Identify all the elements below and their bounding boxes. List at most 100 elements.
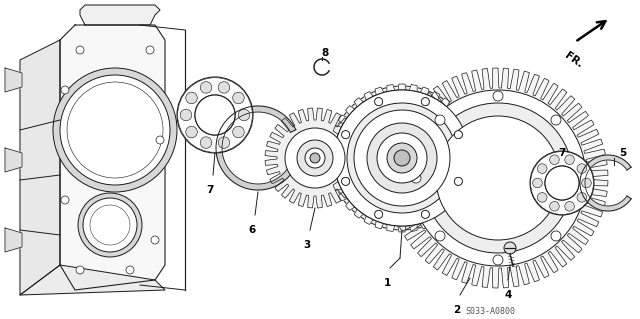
- Circle shape: [156, 136, 164, 144]
- Circle shape: [367, 123, 437, 193]
- Circle shape: [582, 178, 591, 188]
- Circle shape: [342, 131, 349, 139]
- Circle shape: [60, 75, 170, 185]
- Circle shape: [493, 255, 503, 265]
- Text: 5: 5: [620, 148, 627, 158]
- Circle shape: [305, 148, 325, 168]
- Polygon shape: [5, 68, 22, 92]
- Polygon shape: [388, 68, 608, 288]
- Text: 2: 2: [453, 305, 461, 315]
- Polygon shape: [80, 5, 160, 25]
- Circle shape: [285, 128, 345, 188]
- Circle shape: [76, 46, 84, 54]
- Circle shape: [238, 109, 250, 121]
- Circle shape: [146, 46, 154, 54]
- Circle shape: [577, 193, 587, 202]
- Circle shape: [410, 90, 586, 266]
- Text: 6: 6: [248, 225, 255, 235]
- Circle shape: [126, 266, 134, 274]
- Polygon shape: [60, 25, 165, 290]
- Circle shape: [421, 98, 429, 106]
- Circle shape: [218, 137, 230, 148]
- Text: S033-A0800: S033-A0800: [465, 307, 515, 316]
- Circle shape: [354, 110, 450, 206]
- Circle shape: [421, 210, 429, 219]
- Circle shape: [538, 164, 547, 174]
- Circle shape: [550, 202, 559, 211]
- Circle shape: [421, 210, 429, 219]
- Circle shape: [195, 95, 235, 135]
- Circle shape: [550, 155, 559, 165]
- Circle shape: [342, 177, 349, 185]
- Circle shape: [186, 126, 197, 138]
- Polygon shape: [265, 108, 365, 208]
- Circle shape: [233, 126, 244, 138]
- Circle shape: [454, 177, 462, 185]
- Circle shape: [374, 210, 383, 219]
- Circle shape: [342, 131, 349, 139]
- Circle shape: [377, 133, 427, 183]
- Text: 4: 4: [504, 290, 512, 300]
- Circle shape: [532, 178, 542, 188]
- Circle shape: [435, 115, 445, 125]
- Circle shape: [83, 198, 137, 252]
- Circle shape: [53, 68, 177, 192]
- Circle shape: [564, 155, 574, 165]
- Circle shape: [200, 137, 212, 148]
- Polygon shape: [580, 155, 631, 211]
- Circle shape: [374, 98, 383, 106]
- Text: 7: 7: [206, 185, 214, 195]
- Circle shape: [387, 143, 417, 173]
- Polygon shape: [5, 148, 22, 172]
- Text: 7: 7: [558, 148, 566, 158]
- Circle shape: [551, 115, 561, 125]
- Polygon shape: [328, 84, 476, 232]
- Circle shape: [76, 266, 84, 274]
- Circle shape: [454, 177, 462, 185]
- Circle shape: [177, 77, 253, 153]
- Circle shape: [436, 116, 560, 240]
- Circle shape: [538, 193, 547, 202]
- Circle shape: [530, 151, 594, 215]
- Circle shape: [564, 202, 574, 211]
- Circle shape: [233, 92, 244, 104]
- Circle shape: [421, 98, 429, 106]
- Text: 1: 1: [383, 278, 390, 288]
- Circle shape: [78, 193, 142, 257]
- Circle shape: [374, 98, 383, 106]
- Circle shape: [347, 103, 457, 213]
- Circle shape: [334, 90, 470, 226]
- Circle shape: [367, 123, 437, 193]
- Polygon shape: [20, 40, 60, 295]
- Circle shape: [151, 236, 159, 244]
- Circle shape: [394, 150, 410, 166]
- Circle shape: [575, 173, 585, 183]
- Circle shape: [180, 109, 192, 121]
- Polygon shape: [5, 228, 22, 252]
- Circle shape: [334, 90, 470, 226]
- Circle shape: [61, 196, 69, 204]
- Polygon shape: [20, 265, 165, 295]
- Circle shape: [411, 173, 421, 183]
- Circle shape: [200, 82, 212, 93]
- Circle shape: [330, 86, 474, 230]
- Text: FR.: FR.: [563, 50, 584, 69]
- Circle shape: [435, 231, 445, 241]
- Polygon shape: [216, 106, 296, 190]
- Circle shape: [551, 231, 561, 241]
- Circle shape: [423, 103, 573, 253]
- Circle shape: [454, 131, 462, 139]
- Circle shape: [347, 103, 457, 213]
- Circle shape: [545, 166, 579, 200]
- Circle shape: [61, 86, 69, 94]
- Circle shape: [504, 242, 516, 254]
- Circle shape: [297, 140, 333, 176]
- Circle shape: [310, 153, 320, 163]
- Circle shape: [354, 110, 450, 206]
- Circle shape: [394, 150, 410, 166]
- Text: 8: 8: [321, 48, 328, 58]
- Circle shape: [374, 210, 383, 219]
- Circle shape: [342, 177, 349, 185]
- Circle shape: [387, 143, 417, 173]
- Circle shape: [577, 164, 587, 174]
